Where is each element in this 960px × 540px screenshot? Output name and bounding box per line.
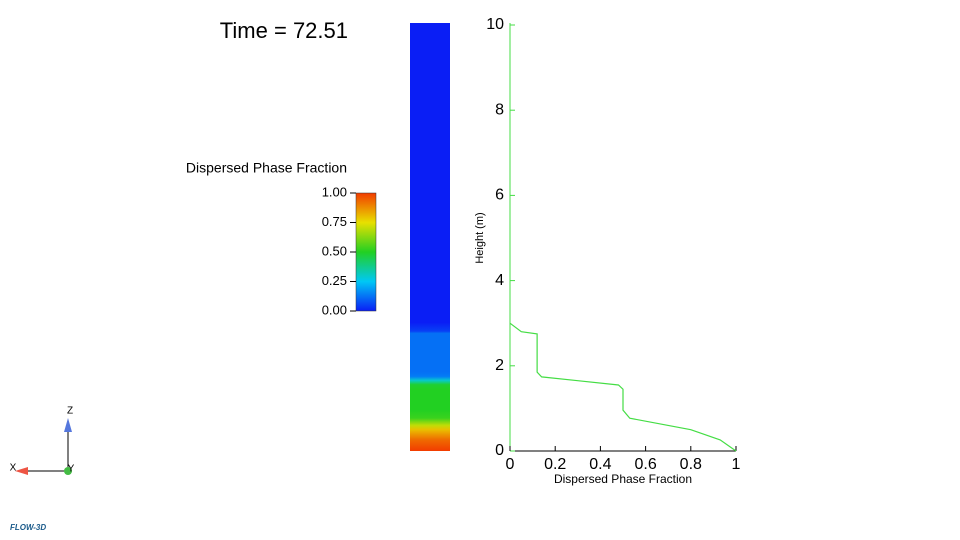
colorbar	[355, 192, 377, 312]
x-axis-title: Dispersed Phase Fraction	[554, 472, 692, 486]
colorbar-tick-label: 0.75	[322, 214, 347, 229]
x-tick-label: 1	[732, 456, 741, 473]
colorbar-tick-label: 1.00	[322, 184, 347, 199]
colorbar-tick-label: 0.00	[322, 302, 347, 317]
x-tick-label: 0	[506, 456, 515, 473]
triad-y-dot	[64, 467, 72, 475]
x-tick-label: 0.4	[589, 456, 611, 473]
colorbar-tick-label: 0.25	[322, 273, 347, 288]
y-axis-title: Height (m)	[474, 212, 486, 263]
time-title: Time = 72.51	[220, 18, 348, 43]
y-tick-label: 6	[495, 187, 504, 204]
y-tick-label: 10	[486, 16, 504, 33]
x-tick-label: 0.8	[680, 456, 702, 473]
colorbar-label: Dispersed Phase Fraction	[186, 160, 347, 176]
y-tick-label: 0	[495, 442, 504, 459]
x-tick-label: 0.2	[544, 456, 566, 473]
triad-z-label: Z	[67, 406, 73, 417]
triad-x-arrow	[15, 467, 28, 475]
triad-y-label: Y	[68, 464, 75, 475]
x-tick-label: 0.6	[634, 456, 656, 473]
profile-line	[509, 322, 737, 452]
logo: FLOW-3D	[10, 523, 46, 532]
triad-z-arrow	[64, 418, 72, 432]
y-tick-label: 8	[495, 101, 504, 118]
axis-triad: Z X Y	[10, 406, 75, 475]
y-tick-label: 2	[495, 357, 504, 374]
column-field	[410, 23, 450, 451]
y-tick-label: 4	[495, 272, 504, 289]
colorbar-tick-label: 0.50	[322, 243, 347, 258]
triad-x-label: X	[10, 463, 17, 474]
